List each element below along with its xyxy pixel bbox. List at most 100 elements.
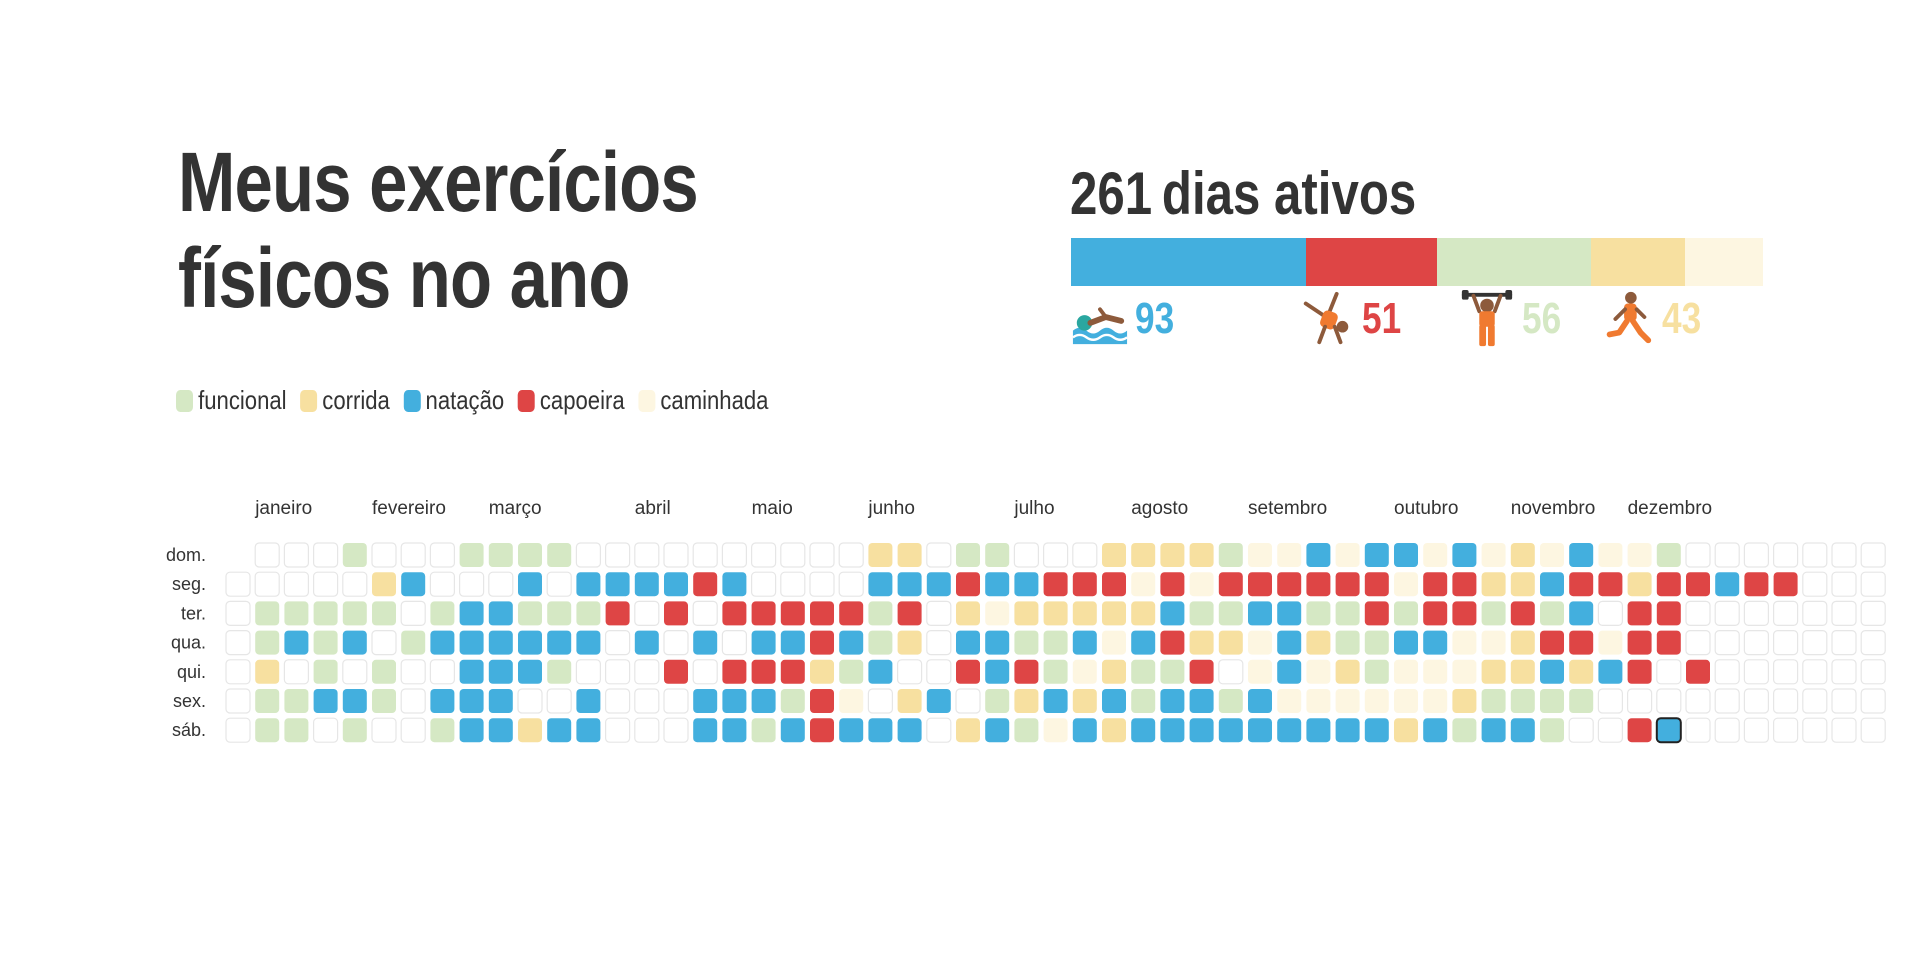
day-cell-6-3 xyxy=(313,717,339,743)
day-cell-2-3 xyxy=(313,601,338,626)
day-cell-3-19 xyxy=(780,630,805,655)
day-cell-4-42 xyxy=(1452,659,1477,684)
day-cell-6-54 xyxy=(1802,717,1828,743)
day-cell-1-6 xyxy=(401,572,426,597)
day-cell-2-39 xyxy=(1364,601,1389,626)
day-cell-4-1 xyxy=(255,659,280,684)
day-cell-6-11 xyxy=(547,718,572,743)
day-cell-5-34 xyxy=(1218,689,1243,713)
day-cell-4-8 xyxy=(459,659,484,684)
day-cell-6-10 xyxy=(518,718,542,743)
day-cell-3-36 xyxy=(1277,630,1302,655)
day-cell-5-11 xyxy=(546,688,572,714)
day-cell-0-13 xyxy=(604,542,631,568)
day-cell-2-12 xyxy=(576,601,601,626)
day-cell-0-11 xyxy=(547,543,572,567)
active-days-label: dias ativos xyxy=(1161,160,1417,227)
day-cell-4-21 xyxy=(839,659,864,684)
stat-capoeira: 51 xyxy=(1298,290,1411,348)
day-cell-3-3 xyxy=(313,630,338,655)
day-cell-4-11 xyxy=(547,659,572,684)
day-cell-6-17 xyxy=(722,718,747,743)
weekday-label-5: sex. xyxy=(173,691,206,711)
day-cell-4-28 xyxy=(1043,659,1068,684)
day-cell-4-33 xyxy=(1189,659,1214,684)
day-cell-1-26 xyxy=(985,572,1010,597)
day-cell-6-13 xyxy=(604,717,631,743)
day-cell-3-48 xyxy=(1627,630,1652,655)
day-cell-1-11 xyxy=(546,571,572,597)
legend-item-funcional: funcional xyxy=(176,385,287,416)
day-cell-0-35 xyxy=(1248,543,1272,567)
day-cell-6-0 xyxy=(225,717,251,743)
legend-swatch-natacao xyxy=(403,389,421,412)
day-cell-2-29 xyxy=(1072,601,1097,626)
day-cell-1-0 xyxy=(225,571,251,597)
day-cell-6-35 xyxy=(1248,718,1272,743)
day-cell-0-6 xyxy=(400,542,426,568)
day-cell-1-56 xyxy=(1860,571,1886,597)
day-cell-5-19 xyxy=(780,689,805,713)
day-cell-2-6 xyxy=(400,600,426,627)
day-cell-0-49 xyxy=(1656,543,1681,567)
day-cell-6-5 xyxy=(371,717,397,743)
day-cell-2-8 xyxy=(459,601,484,626)
day-cell-6-43 xyxy=(1481,718,1506,743)
day-cell-2-51 xyxy=(1714,600,1740,627)
month-label-4: maio xyxy=(752,498,793,519)
weekday-label-0: dom. xyxy=(166,545,206,565)
month-label-8: setembro xyxy=(1248,498,1327,519)
day-cell-3-30 xyxy=(1102,630,1126,655)
day-cell-0-33 xyxy=(1189,543,1214,567)
day-cell-6-32 xyxy=(1160,718,1185,743)
day-cell-2-10 xyxy=(518,601,542,626)
day-cell-5-46 xyxy=(1569,689,1594,713)
weekday-label-3: qua. xyxy=(171,633,206,653)
day-cell-4-45 xyxy=(1540,659,1564,684)
day-cell-0-31 xyxy=(1131,543,1156,567)
legend-swatch-capoeira xyxy=(517,389,535,412)
legend-label-capoeira: capoeira xyxy=(539,385,625,415)
day-cell-4-36 xyxy=(1277,659,1302,684)
day-cell-6-49 xyxy=(1655,717,1682,744)
day-cell-1-7 xyxy=(429,571,455,597)
day-cell-0-15 xyxy=(663,542,689,568)
day-cell-2-25 xyxy=(956,601,980,626)
day-cell-4-29 xyxy=(1072,659,1097,684)
day-cell-5-2 xyxy=(284,689,309,713)
day-cell-4-41 xyxy=(1423,659,1448,684)
day-cell-2-24 xyxy=(926,600,952,627)
day-cell-0-32 xyxy=(1160,543,1185,567)
day-cell-3-55 xyxy=(1831,630,1857,656)
day-cell-3-41 xyxy=(1423,630,1448,655)
day-cell-1-12 xyxy=(576,572,601,597)
day-cell-6-29 xyxy=(1072,718,1097,743)
day-cell-0-44 xyxy=(1510,543,1535,567)
legend-item-natacao: natação xyxy=(403,385,504,416)
day-cell-2-14 xyxy=(634,600,660,627)
day-cell-5-4 xyxy=(342,689,367,713)
day-cell-3-52 xyxy=(1743,630,1770,656)
day-cell-2-2 xyxy=(284,601,309,626)
day-cell-2-33 xyxy=(1189,601,1214,626)
day-cell-4-55 xyxy=(1831,659,1857,685)
page-title: Meus exercícios físicos no ano xyxy=(178,134,699,326)
day-cell-5-30 xyxy=(1102,689,1126,713)
day-cell-3-14 xyxy=(634,630,659,655)
stat-natacao: 93 xyxy=(1071,290,1184,348)
day-cell-6-22 xyxy=(868,718,893,743)
day-cell-2-0 xyxy=(225,600,251,627)
day-cell-2-9 xyxy=(488,601,513,626)
day-cell-1-50 xyxy=(1686,572,1710,597)
day-cell-5-29 xyxy=(1072,689,1097,713)
day-cell-6-30 xyxy=(1102,718,1126,743)
stat-capoeira-value: 51 xyxy=(1362,294,1402,343)
day-cell-1-49 xyxy=(1656,572,1681,597)
day-cell-4-16 xyxy=(692,659,718,685)
day-cell-2-31 xyxy=(1131,601,1156,626)
day-cell-6-23 xyxy=(897,718,922,743)
day-cell-1-4 xyxy=(342,571,368,597)
day-cell-5-43 xyxy=(1481,689,1506,713)
day-cell-2-37 xyxy=(1306,601,1331,626)
day-cell-4-6 xyxy=(400,659,426,685)
